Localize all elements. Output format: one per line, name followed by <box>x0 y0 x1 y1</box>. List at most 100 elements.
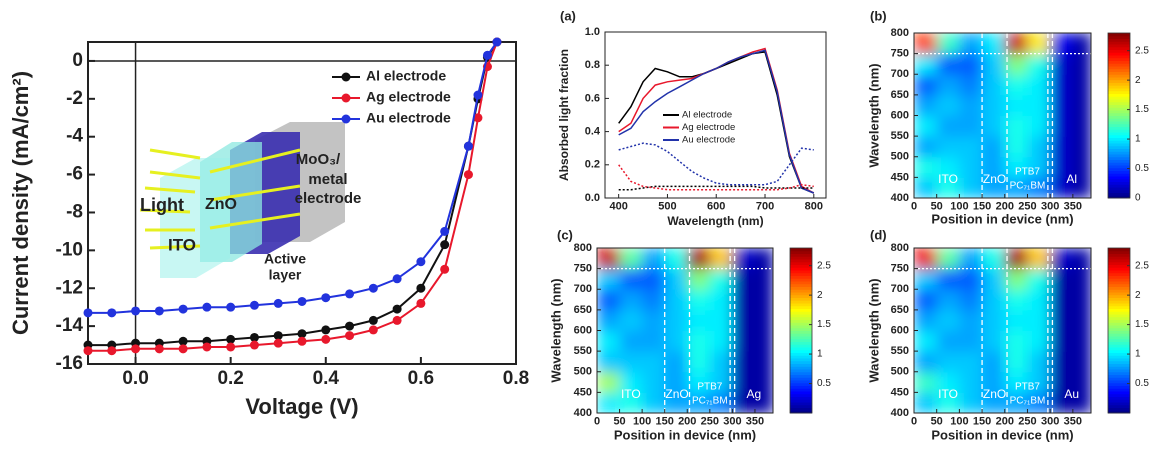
colorbar-step <box>1108 399 1130 403</box>
heatmap <box>914 33 1091 198</box>
heat-cell <box>709 330 733 352</box>
x-tick-label: 250 <box>1018 416 1036 428</box>
data-point <box>131 344 141 354</box>
heat-cell <box>619 268 643 290</box>
colorbar-step <box>790 256 812 260</box>
legend-label: Al electrode <box>682 110 732 121</box>
heat-cell <box>1072 309 1091 331</box>
heat-cell <box>959 330 983 352</box>
heat-cell <box>1072 53 1091 75</box>
heat-cell <box>664 289 688 311</box>
colorbar-step <box>1108 391 1130 395</box>
x-tick-label: 0.8 <box>503 368 529 389</box>
colorbar-step <box>1108 363 1130 367</box>
data-point <box>368 315 378 325</box>
heat-cell <box>664 371 688 393</box>
colorbar-step <box>1108 341 1130 345</box>
y-axis-label: Absorbed light fraction <box>557 49 571 181</box>
data-point <box>273 331 283 341</box>
y-tick-label: 400 <box>891 192 909 204</box>
heat-cell <box>914 371 938 393</box>
x-tick-label: 150 <box>973 201 991 213</box>
colorbar-step <box>1108 294 1130 298</box>
legend-marker <box>341 93 351 103</box>
heat-cell <box>597 309 621 331</box>
data-point <box>154 344 164 354</box>
y-tick-label: 700 <box>574 283 592 295</box>
heat-cell <box>1004 351 1028 373</box>
colorbar-step <box>1108 38 1130 42</box>
heatmap-clip <box>914 33 1091 198</box>
panel-label: (b) <box>870 8 887 23</box>
heat-cell <box>936 156 960 178</box>
data-point <box>440 264 450 274</box>
colorbar-tick-label: 1 <box>1135 349 1141 360</box>
heat-cell <box>959 33 983 55</box>
colorbar-step <box>790 278 812 282</box>
colorbar-step <box>790 371 812 375</box>
heat-cell <box>914 289 938 311</box>
colorbar-tick-label: 2.5 <box>1135 45 1149 56</box>
x-tick-label: 100 <box>950 416 968 428</box>
colorbar-step <box>1108 248 1130 252</box>
data-point <box>392 274 402 284</box>
colorbar-step <box>1108 107 1130 111</box>
colorbar-tick-label: 0.5 <box>817 378 831 389</box>
data-point <box>107 346 117 356</box>
heat-cell <box>754 248 773 270</box>
data-point <box>226 342 236 352</box>
heat-cell <box>619 330 643 352</box>
heat-cell <box>664 268 688 290</box>
colorbar-step <box>790 272 812 276</box>
y-tick-label: 800 <box>891 27 909 39</box>
colorbar-step <box>790 327 812 331</box>
y-tick-label: 550 <box>891 130 909 142</box>
heat-cell <box>709 268 733 290</box>
inset-label: ITO <box>168 235 196 254</box>
heat-cell <box>687 289 711 311</box>
heat-cell <box>597 351 621 373</box>
colorbar-step <box>790 360 812 364</box>
colorbar-step <box>1108 170 1130 174</box>
heat-cell <box>959 115 983 137</box>
heat-cell <box>1072 268 1091 290</box>
heat-cell <box>1027 177 1051 198</box>
data-point <box>392 304 402 314</box>
x-tick-label: 50 <box>931 201 943 213</box>
data-point <box>202 342 212 352</box>
data-point <box>345 321 355 331</box>
x-tick-label: 600 <box>707 201 725 213</box>
heat-cell <box>687 371 711 393</box>
colorbar-step <box>1108 256 1130 260</box>
region-label: PC₇₁BM <box>692 396 728 407</box>
heat-cell <box>1027 115 1051 137</box>
colorbar-step <box>1108 187 1130 191</box>
data-point <box>416 298 426 308</box>
heat-cell <box>1072 74 1091 96</box>
legend-marker <box>341 114 351 124</box>
colorbar-step <box>790 319 812 323</box>
colorbar-step <box>790 311 812 315</box>
heat-cell <box>619 351 643 373</box>
heat-cell <box>642 248 666 270</box>
heat-cell <box>914 74 938 96</box>
colorbar-step <box>1108 322 1130 326</box>
y-axis-label: Wavelength (nm) <box>548 278 563 382</box>
data-point <box>83 346 93 356</box>
colorbar-step <box>1108 88 1130 92</box>
x-axis-label: Voltage (V) <box>245 394 358 419</box>
heatmap-clip <box>914 248 1091 413</box>
colorbar-step <box>1108 352 1130 356</box>
x-tick-label: 150 <box>656 416 674 428</box>
region-label: Au <box>1064 387 1079 401</box>
colorbar-step <box>790 330 812 334</box>
colorbar-step <box>1108 371 1130 375</box>
heat-cell <box>709 309 733 331</box>
region-label: Ag <box>746 387 761 401</box>
x-tick-label: 200 <box>996 201 1014 213</box>
heat-cell <box>709 351 733 373</box>
x-tick-label: 150 <box>973 416 991 428</box>
colorbar-step <box>1108 96 1130 100</box>
region-label: PTB7 <box>697 382 722 393</box>
heat-cell <box>1027 136 1051 158</box>
